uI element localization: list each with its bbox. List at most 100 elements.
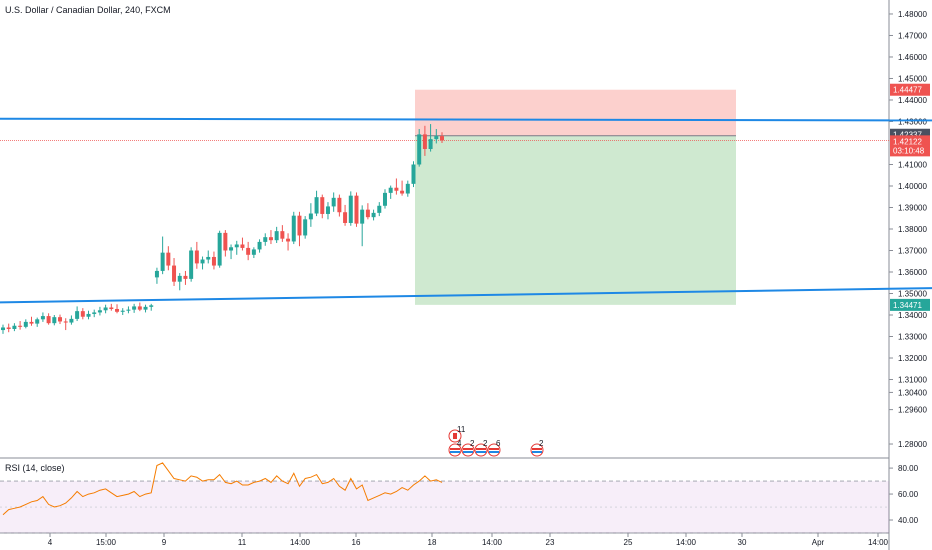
price-tag-label: 1.34471 (893, 301, 922, 310)
time-tick-label: 25 (624, 538, 633, 547)
price-tag-bg (890, 144, 930, 157)
candle-body (251, 249, 256, 255)
time-tick-label: 23 (546, 538, 555, 547)
target-zone (415, 135, 736, 305)
flag-stripe (450, 451, 460, 453)
candle-body (63, 321, 68, 323)
price-tick-label: 1.39000 (898, 203, 927, 212)
candle-body (115, 308, 120, 312)
price-tick-label: 1.33000 (898, 333, 927, 342)
candle-body (234, 244, 239, 248)
price-tick-label: 1.46000 (898, 53, 927, 62)
price-tick-label: 1.44000 (898, 96, 927, 105)
event-count: 2 (470, 439, 475, 448)
candle-body (263, 237, 268, 242)
flag-stripe (532, 451, 542, 453)
candle-body (23, 321, 28, 327)
candle-body (189, 250, 194, 279)
time-tick-label: 14:00 (676, 538, 697, 547)
candle-body (166, 252, 171, 266)
candle-body (18, 325, 23, 327)
event-count: 4 (457, 439, 462, 448)
time-tick-label: 16 (352, 538, 361, 547)
candle-body (12, 325, 17, 329)
candle-body (246, 247, 251, 255)
candle-body (325, 206, 330, 214)
candle-body (428, 139, 433, 150)
candle-body (143, 306, 148, 310)
time-tick-label: 15:00 (96, 538, 117, 547)
candle-body (35, 319, 40, 324)
flag-stripe (489, 451, 499, 453)
candle-body (348, 195, 353, 223)
candle-body (229, 247, 234, 251)
price-tick-label: 1.38000 (898, 225, 927, 234)
price-tick-label: 1.37000 (898, 247, 927, 256)
price-tag-label: 1.42337 (893, 131, 922, 140)
price-tick-label: 1.40000 (898, 182, 927, 191)
time-tick-label: 14:00 (482, 538, 503, 547)
price-tick-label: 1.34000 (898, 311, 927, 320)
candle-body (52, 317, 57, 324)
time-tick-label: 14:00 (868, 538, 889, 547)
candle-body (257, 241, 262, 250)
trendline-2 (0, 287, 932, 304)
flag-stripe (463, 448, 473, 450)
price-tick-label: 1.41000 (898, 160, 927, 169)
time-tick-label: Apr (812, 538, 825, 547)
time-tick-label: 4 (48, 538, 53, 547)
candle-body (92, 312, 97, 314)
candle-body (297, 215, 302, 236)
price-tick-label: 1.35000 (898, 290, 927, 299)
candle-body (160, 252, 165, 271)
candle-body (172, 265, 177, 282)
candle-body (417, 134, 422, 165)
rsi-tick-label: 40.00 (898, 516, 919, 525)
candle-body (440, 136, 444, 141)
price-tag-label: 1.42122 (893, 137, 922, 146)
candle-body (303, 219, 308, 236)
candle-body (223, 232, 228, 251)
candle-body (217, 232, 222, 266)
price-tick-label: 1.32000 (898, 354, 927, 363)
price-tick-label: 1.29600 (898, 406, 927, 415)
event-count: 2 (539, 439, 544, 448)
candle-body (240, 244, 245, 248)
flag-stripe (532, 448, 542, 450)
candle-body (405, 183, 410, 194)
candle-body (388, 187, 393, 193)
flag-stripe (463, 451, 473, 453)
price-tag-label: 03:10:48 (893, 146, 925, 155)
price-tick-label: 1.28000 (898, 440, 927, 449)
candle-body (80, 311, 85, 317)
candle-body (58, 317, 63, 322)
trendline-1 (0, 117, 932, 122)
candle-body (97, 310, 102, 313)
candle-body (308, 213, 313, 220)
candle-body (331, 197, 336, 207)
price-tick-label: 1.43000 (898, 117, 927, 126)
candle-body (434, 136, 439, 140)
time-tick-label: 14:00 (290, 538, 311, 547)
candle-body (382, 192, 387, 206)
candle-body (120, 310, 125, 312)
candle-body (86, 313, 91, 317)
rsi-label: RSI (14, close) (5, 463, 65, 473)
candle-body (343, 212, 348, 223)
stop-zone (415, 89, 736, 136)
price-tick-label: 1.30400 (898, 388, 927, 397)
candle-body (40, 316, 45, 320)
candle-body (400, 190, 405, 194)
candle-body (137, 306, 142, 310)
candle-body (268, 237, 273, 241)
candle-body (274, 231, 279, 241)
time-tick-label: 11 (238, 538, 247, 547)
candle-body (394, 187, 399, 191)
candle-body (6, 327, 11, 329)
candle-body (422, 134, 427, 150)
candle-body (132, 306, 137, 310)
flag-stripe (476, 448, 486, 450)
price-tick-label: 1.31000 (898, 376, 927, 385)
